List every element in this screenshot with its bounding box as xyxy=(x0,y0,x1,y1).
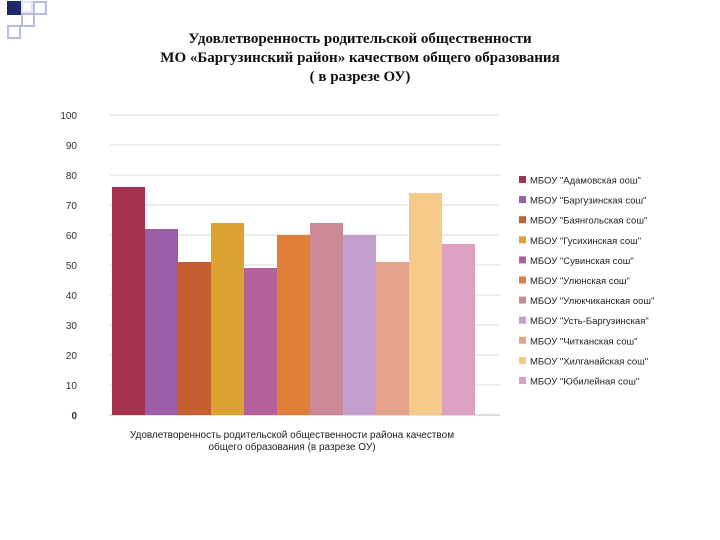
legend-swatch-4 xyxy=(519,236,526,244)
bar-10 xyxy=(409,193,442,415)
legend-label-5: МБОУ "Сувинская сош" xyxy=(530,256,634,267)
legend-swatch-2 xyxy=(519,196,526,204)
y-tick-label: 20 xyxy=(66,351,78,362)
y-tick-label: 70 xyxy=(66,201,78,212)
bar-6 xyxy=(277,235,310,415)
legend-swatch-3 xyxy=(519,216,526,224)
x-axis-label-line-1: Удовлетворенность родительской обществен… xyxy=(130,429,454,441)
slide-title-line-3: ( в разрезе ОУ) xyxy=(309,69,411,85)
bar-3 xyxy=(178,262,211,415)
legend-label-3: МБОУ "Баянгольская сош" xyxy=(530,216,647,227)
legend-swatch-1 xyxy=(519,176,526,183)
legend-swatch-8 xyxy=(519,316,526,324)
legend-label-1: МБОУ "Адамовская оош" xyxy=(530,176,641,187)
bar-11 xyxy=(442,244,475,415)
legend-label-11: МБОУ "Юбилейная сош" xyxy=(530,377,639,388)
y-tick-label: 90 xyxy=(66,141,78,152)
y-tick-label: 0 xyxy=(71,411,77,422)
legend-label-6: МБОУ "Улюнская сош" xyxy=(530,276,630,287)
y-tick-label: 40 xyxy=(66,291,78,302)
legend-swatch-9 xyxy=(519,336,526,344)
legend-label-4: МБОУ "Гусихинская сош" xyxy=(530,236,641,247)
legend-label-10: МБОУ "Хилганайская сош" xyxy=(530,356,648,367)
bar-4 xyxy=(211,223,244,415)
legend-swatch-5 xyxy=(519,256,526,264)
bar-8 xyxy=(343,235,376,415)
corner-decoration xyxy=(7,1,47,39)
legend-swatch-6 xyxy=(519,276,526,284)
bar-2 xyxy=(145,229,178,415)
bar-1 xyxy=(112,187,145,415)
y-tick-label: 100 xyxy=(60,111,77,122)
legend-label-7: МБОУ "Улюкчиканская оош" xyxy=(530,296,654,307)
slide-title: Удовлетворенность родительской обществен… xyxy=(90,30,630,87)
legend-swatch-11 xyxy=(519,377,526,384)
bar-7 xyxy=(310,223,343,415)
legend-label-2: МБОУ "Баргузинская сош" xyxy=(530,196,647,207)
legend-label-9: МБОУ "Читканская сош" xyxy=(530,336,637,347)
legend-label-8: МБОУ "Усть-Баргузинская" xyxy=(530,316,649,327)
bar-5 xyxy=(244,268,277,415)
y-tick-label: 30 xyxy=(66,321,78,332)
y-tick-label: 50 xyxy=(66,261,78,272)
x-axis-label-line-2: общего образования (в разрезе ОУ) xyxy=(208,441,375,453)
legend-swatch-10 xyxy=(519,356,526,364)
y-tick-label: 60 xyxy=(66,231,78,242)
y-tick-label: 80 xyxy=(66,171,78,182)
slide-title-line-1: Удовлетворенность родительской обществен… xyxy=(188,31,532,47)
legend-swatch-7 xyxy=(519,296,526,304)
bar-9 xyxy=(376,262,409,415)
slide-title-line-2: МО «Баргузинский район» качеством общего… xyxy=(160,50,560,66)
y-tick-label: 10 xyxy=(66,381,78,392)
